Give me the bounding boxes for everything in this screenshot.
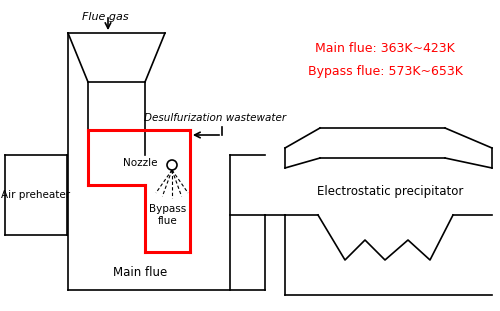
Text: Bypass
flue: Bypass flue [150, 204, 186, 226]
Text: Air preheater: Air preheater [2, 190, 70, 200]
Text: Desulfurization wastewater: Desulfurization wastewater [144, 113, 286, 123]
Text: Nozzle: Nozzle [123, 158, 157, 168]
Text: Electrostatic precipitator: Electrostatic precipitator [317, 185, 463, 198]
Text: Flue gas: Flue gas [82, 12, 128, 22]
Text: Main flue: Main flue [113, 266, 167, 278]
Text: Main flue: 363K~423K: Main flue: 363K~423K [315, 42, 455, 55]
Text: Bypass flue: 573K~653K: Bypass flue: 573K~653K [308, 65, 462, 78]
